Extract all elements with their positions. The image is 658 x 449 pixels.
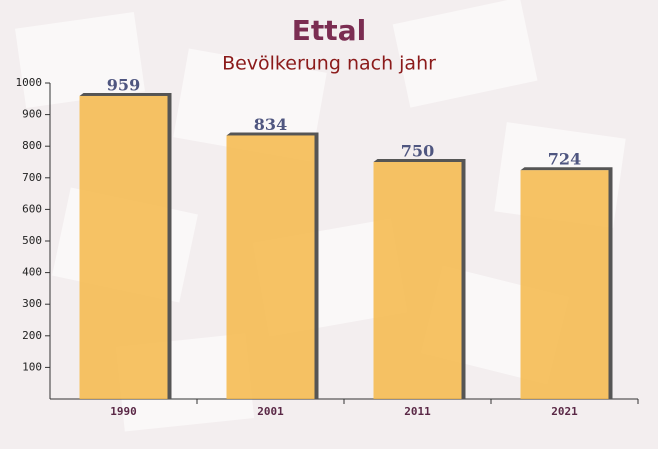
y-tick-label: 200	[22, 329, 42, 342]
bar	[520, 170, 609, 399]
value-label: 959	[107, 75, 140, 94]
y-tick-label: 500	[22, 234, 42, 247]
y-tick-label: 1000	[16, 76, 43, 89]
value-label: 750	[401, 142, 434, 161]
y-tick-label: 700	[22, 171, 42, 184]
x-tick-label: 2001	[257, 405, 284, 418]
x-tick-label: 1990	[110, 405, 137, 418]
bar	[79, 95, 168, 400]
bar	[226, 135, 315, 399]
chart-subtitle: Bevölkerung nach jahr	[222, 53, 436, 75]
y-tick-label: 100	[22, 360, 42, 373]
x-tick-label: 2021	[551, 405, 578, 418]
y-tick-label: 400	[22, 266, 42, 279]
y-tick-label: 600	[22, 202, 42, 215]
y-tick-label: 900	[22, 108, 42, 121]
x-tick-label: 2011	[404, 405, 431, 418]
y-tick-label: 800	[22, 139, 42, 152]
bar	[373, 162, 462, 399]
value-label: 724	[548, 150, 581, 169]
chart-title: Ettal	[292, 14, 366, 47]
y-tick-label: 300	[22, 297, 42, 310]
value-label: 834	[254, 115, 287, 134]
